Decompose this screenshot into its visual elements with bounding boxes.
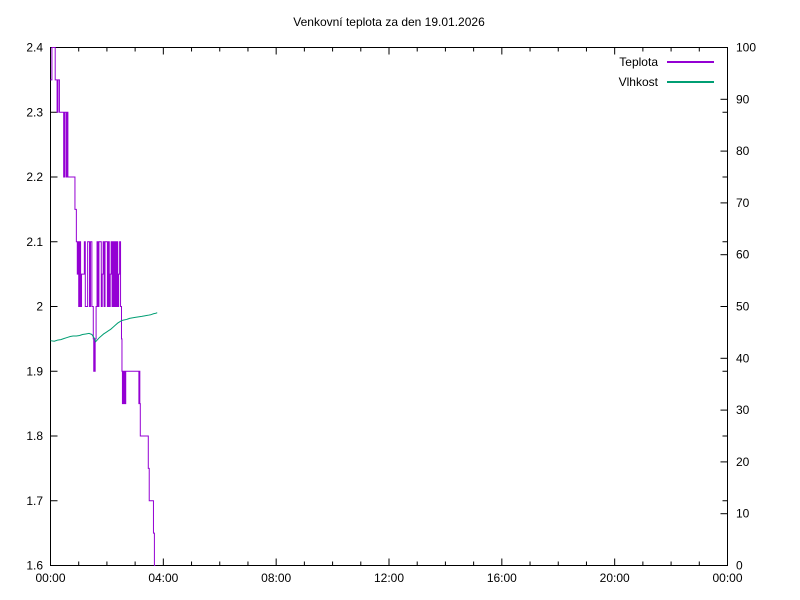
y-left-tick-label: 1.7 xyxy=(26,494,43,508)
y-left-tick-label: 2.2 xyxy=(26,170,43,184)
legend-item-vlhkost: Vlhkost xyxy=(619,75,714,89)
y-left-tick-label: 1.9 xyxy=(26,364,43,378)
y-right-tick-label: 40 xyxy=(736,351,750,365)
x-tick-label: 08:00 xyxy=(261,571,291,585)
y-right-tick-label: 90 xyxy=(736,92,750,106)
legend-label-teplota: Teplota xyxy=(619,55,658,69)
y-right-tick-label: 10 xyxy=(736,507,750,521)
y-left-tick-label: 1.8 xyxy=(26,429,43,443)
x-tick-label: 00:00 xyxy=(35,571,65,585)
y-left-tick-label: 1.6 xyxy=(26,559,43,573)
y-right-tick-label: 60 xyxy=(736,248,750,262)
y-right-tick-label: 50 xyxy=(736,300,750,314)
legend: Teplota Vlhkost xyxy=(619,55,714,89)
x-tick-label: 12:00 xyxy=(374,571,404,585)
x-tick-label: 20:00 xyxy=(600,571,630,585)
y-right-tick-label: 70 xyxy=(736,196,750,210)
x-tick-label: 04:00 xyxy=(148,571,178,585)
plot-border xyxy=(50,47,728,566)
teplota-series-line xyxy=(50,47,156,566)
legend-line-sample-teplota xyxy=(667,61,714,63)
x-tick-label: 00:00 xyxy=(712,571,742,585)
y-right-tick-label: 80 xyxy=(736,144,750,158)
y-right-tick-label: 30 xyxy=(736,403,750,417)
y-left-tick-label: 2 xyxy=(36,300,43,314)
y-left-tick-label: 2.1 xyxy=(26,235,43,249)
x-tick-label: 16:00 xyxy=(487,571,517,585)
chart-title: Venkovní teplota za den 19.01.2026 xyxy=(293,15,485,29)
y-left-tick-label: 2.4 xyxy=(26,41,43,55)
y-right-tick-label: 20 xyxy=(736,455,750,469)
legend-label-vlhkost: Vlhkost xyxy=(618,75,658,89)
vlhkost-series-line xyxy=(50,312,158,343)
legend-item-teplota: Teplota xyxy=(619,55,714,69)
legend-line-sample-vlhkost xyxy=(667,81,714,83)
y-right-tick-label: 100 xyxy=(736,41,756,55)
y-right-tick-label: 0 xyxy=(736,559,743,573)
y-left-tick-label: 2.3 xyxy=(26,105,43,119)
